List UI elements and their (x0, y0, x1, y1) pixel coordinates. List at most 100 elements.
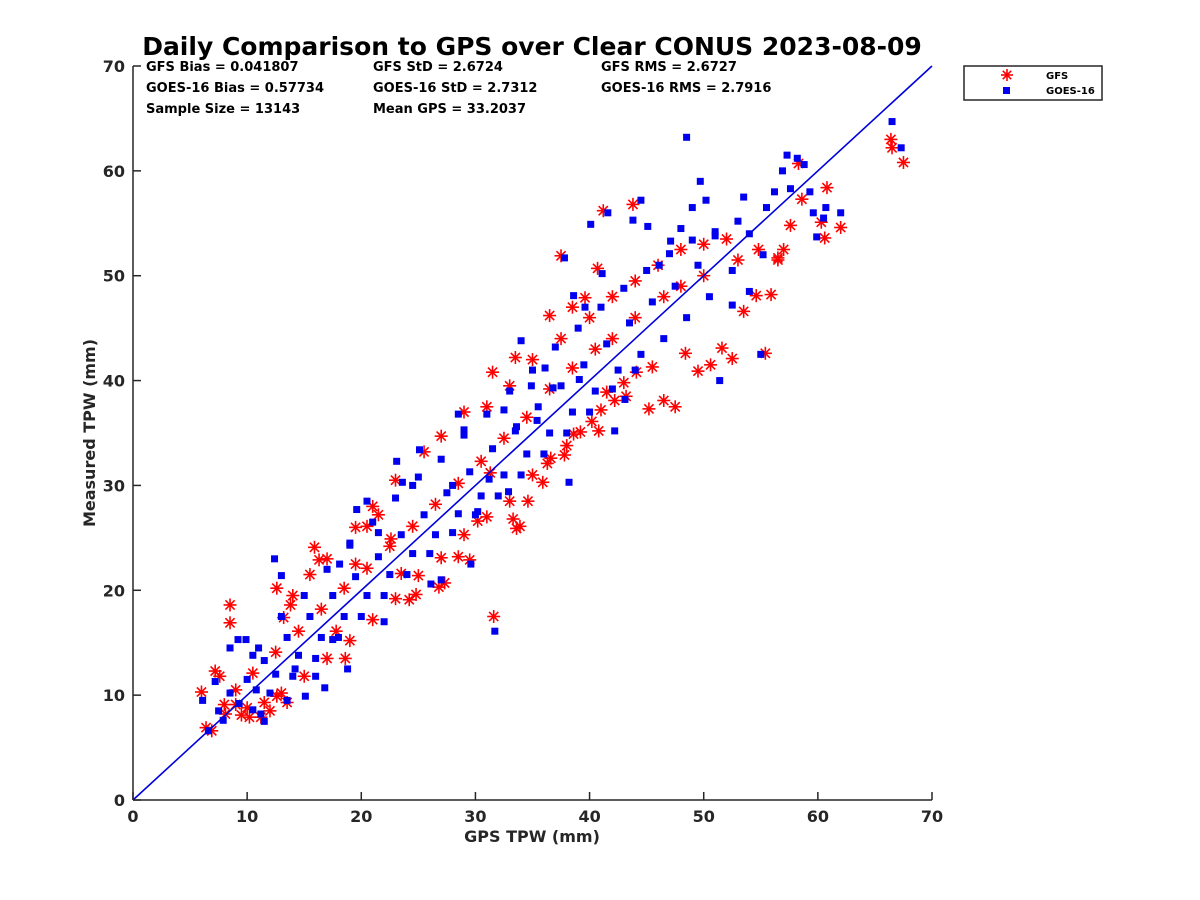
goes16-point (604, 209, 612, 217)
x-tick-label: 40 (578, 807, 600, 826)
gfs-point (583, 311, 597, 325)
gfs-point (783, 218, 797, 232)
goes16-point (574, 324, 582, 332)
goes16-point (353, 506, 361, 514)
gfs-point (578, 291, 592, 305)
gfs-point (674, 243, 688, 256)
goes16-point (734, 217, 742, 225)
gfs-point (657, 393, 671, 407)
goes16-point (560, 254, 568, 262)
gfs-point (223, 598, 237, 612)
goes16-point (586, 408, 594, 416)
goes16-point (199, 696, 207, 704)
goes16-point (380, 592, 388, 600)
gfs-point (737, 304, 751, 318)
goes16-point (527, 382, 535, 390)
y-tick-label: 70 (103, 57, 125, 76)
y-tick-label: 10 (103, 686, 125, 705)
goes16-point (317, 633, 325, 641)
goes16-point (252, 686, 260, 694)
goes16-point (580, 361, 588, 369)
gfs-point (474, 454, 488, 468)
goes16-point (759, 251, 767, 259)
goes16-point (648, 298, 656, 306)
gfs-point (303, 568, 317, 582)
goes16-point (740, 193, 748, 201)
gfs-point (697, 237, 711, 251)
goes16-point (570, 292, 578, 300)
gfs-point (384, 532, 398, 546)
gfs-point (573, 425, 587, 439)
gfs-point (771, 253, 785, 267)
gfs-point (628, 274, 642, 288)
goes16-point (783, 151, 791, 159)
gfs-point (749, 289, 763, 303)
goes16-point (813, 233, 821, 241)
gfs-point (428, 497, 442, 511)
gfs-point (371, 508, 385, 522)
goes16-point (449, 481, 457, 489)
goes16-point (523, 450, 531, 458)
gfs-point (565, 361, 579, 375)
goes16-point (443, 489, 451, 497)
gfs-point (626, 197, 640, 211)
goes16-point (611, 427, 619, 435)
one-to-one-line (132, 65, 933, 801)
goes16-point (491, 627, 499, 635)
y-tick-label: 50 (103, 267, 125, 286)
gfs-point (715, 341, 729, 355)
goes16-point (837, 209, 845, 217)
goes16-point (300, 592, 308, 600)
goes16-point (321, 684, 329, 692)
stat-goes-bias: GOES-16 Bias = 0.57734 (146, 81, 324, 96)
gfs-point (451, 550, 465, 564)
goes16-point (489, 445, 497, 453)
goes16-point (540, 450, 548, 458)
goes16-point (271, 555, 279, 563)
gfs-point (320, 552, 334, 566)
y-tick-label: 40 (103, 372, 125, 391)
goes16-point (454, 510, 462, 518)
gfs-point (565, 300, 579, 314)
y-tick-label: 20 (103, 581, 125, 600)
gfs-point (513, 519, 527, 533)
x-tick-label: 70 (921, 807, 943, 826)
goes16-point (529, 366, 536, 374)
goes16-point (621, 395, 629, 403)
goes16-point (289, 672, 297, 680)
goes16-point (705, 293, 713, 301)
goes16-point (409, 550, 417, 558)
goes16-point (757, 350, 765, 358)
gfs-point (764, 288, 778, 302)
gfs-point (284, 598, 298, 612)
gfs-point (725, 352, 739, 366)
goes16-point (728, 301, 736, 309)
goes16-point (291, 665, 299, 673)
y-tick-label: 60 (103, 162, 125, 181)
gfs-point (434, 429, 448, 443)
goes16-point (711, 232, 719, 240)
gfs-point (480, 510, 494, 524)
gfs-point (526, 468, 539, 482)
goes16-series (199, 118, 905, 735)
axis-ticks: 0 10 20 30 40 50 60 70 0 10 20 30 40 50 60 70 (103, 57, 943, 826)
gfs-point (487, 610, 501, 623)
gfs-point (608, 393, 622, 407)
goes16-point (822, 204, 830, 212)
goes16-point (344, 665, 352, 673)
gfs-point (526, 353, 539, 367)
goes16-point (660, 335, 668, 343)
goes16-point (414, 473, 422, 481)
gfs-point (360, 561, 374, 575)
y-axis-label: Measured TPW (mm) (80, 339, 99, 527)
stat-mean-gps: Mean GPS = 33.2037 (373, 102, 526, 117)
goes16-point (329, 636, 337, 644)
goes16-point (683, 314, 691, 322)
goes16-point (243, 675, 251, 683)
goes16-point (226, 644, 234, 652)
goes16-point (591, 387, 599, 395)
goes16-point (466, 468, 474, 476)
goes16-point (631, 366, 639, 374)
gfs-point (594, 403, 608, 417)
